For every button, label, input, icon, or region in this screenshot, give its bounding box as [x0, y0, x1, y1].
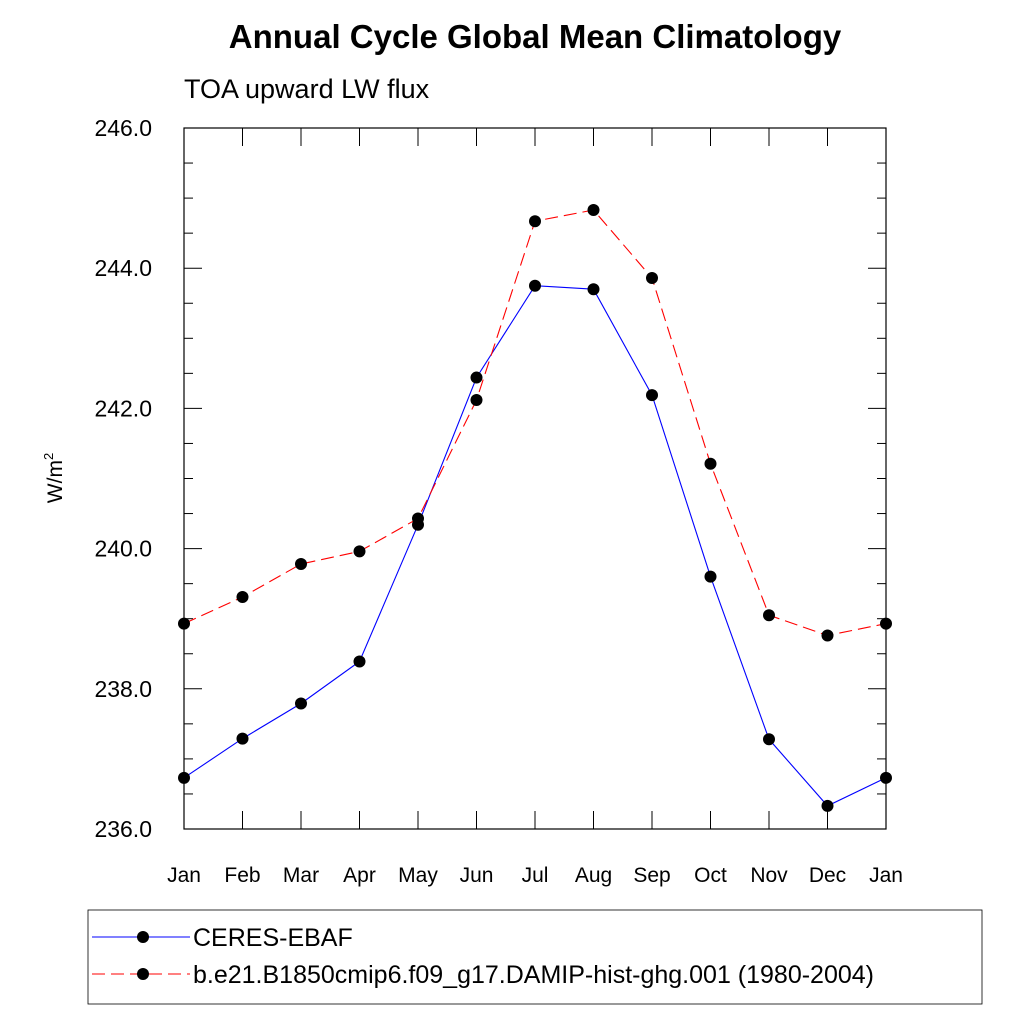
- data-point: [353, 545, 366, 558]
- data-point: [353, 655, 366, 668]
- series-layer: [178, 204, 892, 812]
- data-point: [763, 609, 775, 622]
- data-point: [646, 389, 658, 402]
- legend-item-2: b.e21.B1850cmip6.f09_g17.DAMIP-hist-ghg.…: [92, 961, 874, 989]
- legend-label: CERES-EBAF: [193, 924, 353, 952]
- x-tick-label: May: [398, 864, 438, 887]
- plot-frame: [183, 127, 887, 830]
- data-point: [880, 617, 892, 630]
- x-tick-label: Oct: [694, 864, 727, 887]
- series-line: [183, 285, 887, 807]
- series-1: [178, 279, 892, 812]
- data-point: [295, 697, 307, 710]
- x-tick-label: Nov: [750, 864, 788, 887]
- data-point: [587, 204, 600, 217]
- data-point: [470, 393, 483, 406]
- y-tick-label: 236.0: [94, 816, 152, 842]
- y-tick-label: 240.0: [94, 536, 152, 562]
- series-line: [183, 209, 887, 637]
- chart-subtitle: TOA upward LW flux: [184, 74, 430, 104]
- x-tick-label: Sep: [633, 864, 670, 887]
- x-tick-label: Aug: [575, 864, 612, 887]
- data-point: [236, 732, 249, 745]
- data-point: [529, 279, 541, 292]
- data-point: [470, 371, 483, 384]
- data-point: [704, 570, 717, 583]
- legend-label: b.e21.B1850cmip6.f09_g17.DAMIP-hist-ghg.…: [193, 961, 874, 989]
- data-point: [412, 512, 424, 525]
- y-axis-label: W/m2: [41, 453, 67, 503]
- y-tick-label: 246.0: [94, 115, 152, 141]
- data-point: [880, 771, 892, 784]
- data-point: [236, 590, 249, 603]
- data-point: [295, 558, 307, 571]
- chart-title: Annual Cycle Global Mean Climatology: [229, 18, 842, 55]
- x-tick-label: Jun: [460, 864, 494, 887]
- x-tick-label: Jan: [167, 864, 201, 887]
- data-point: [587, 283, 600, 296]
- data-point: [646, 272, 658, 285]
- series-2: [178, 204, 892, 642]
- y-tick-label: 238.0: [94, 676, 152, 702]
- data-point: [704, 457, 717, 470]
- data-point: [763, 733, 775, 746]
- legend: CERES-EBAF b.e21.B1850cmip6.f09_g17.DAMIP…: [87, 909, 983, 1005]
- data-point: [178, 617, 190, 630]
- x-tick-label: Feb: [224, 864, 260, 887]
- x-tick-label: Dec: [809, 864, 846, 887]
- legend-item-1: CERES-EBAF: [92, 924, 353, 952]
- data-point: [178, 771, 190, 784]
- y-tick-label: 244.0: [94, 255, 152, 281]
- x-tick-label: Jul: [522, 864, 549, 887]
- legend-marker: [137, 968, 149, 980]
- data-point: [821, 799, 834, 812]
- legend-box: [87, 909, 983, 1005]
- x-tick-label: Apr: [343, 864, 376, 887]
- x-tick-label: Mar: [283, 864, 319, 887]
- x-tick-label: Jan: [869, 864, 903, 887]
- data-point: [821, 629, 834, 642]
- data-point: [529, 215, 541, 228]
- plot-axes: 236.0 238.0 240.0 242.0 244.0 246.0 Jan Feb Mar A…: [94, 115, 902, 887]
- y-tick-label: 242.0: [94, 395, 152, 421]
- legend-marker: [137, 931, 149, 943]
